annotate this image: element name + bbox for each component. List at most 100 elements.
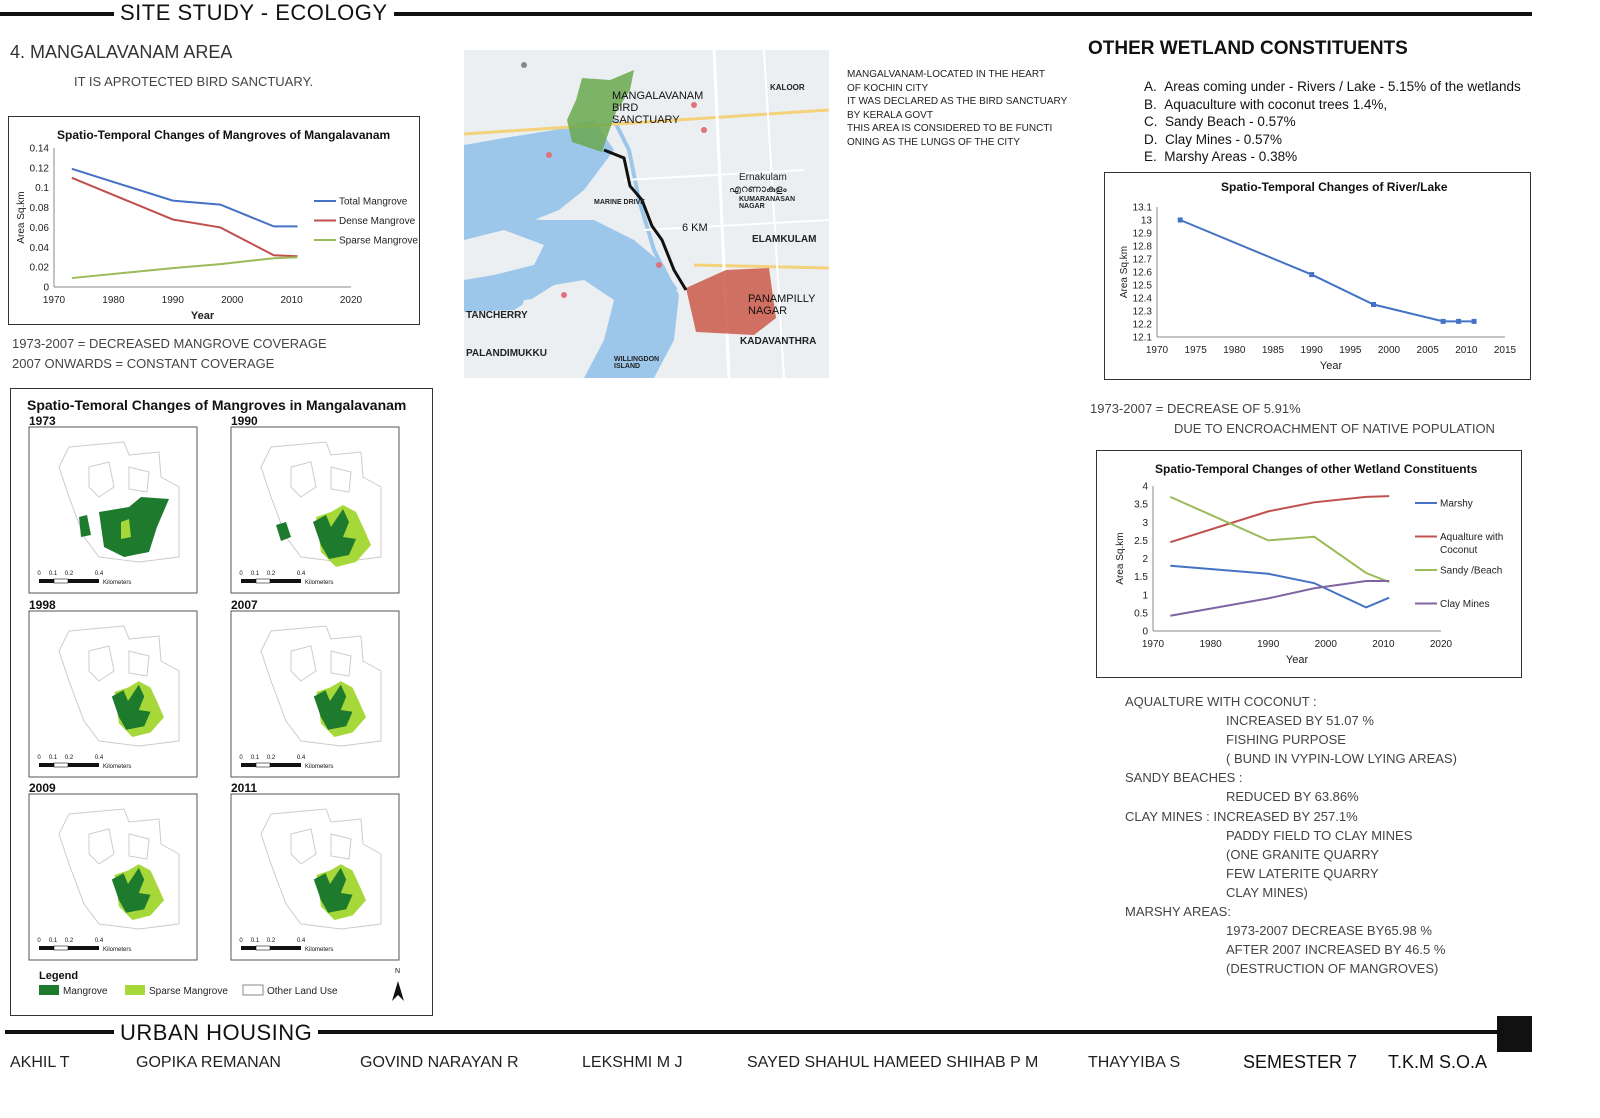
map-parcel-outline: [290, 461, 352, 498]
scale-tick-label: 0.2: [65, 755, 74, 761]
mangrove-patch: [111, 867, 151, 913]
footer-name: GOVIND NARAYAN R: [360, 1054, 519, 1071]
map-description-line: BY KERALA GOVT: [847, 109, 933, 121]
series-line: [71, 256, 298, 280]
map-outline: [58, 808, 180, 930]
map-label-elamkulam: ELAMKULAM: [752, 234, 817, 245]
y-tick-label: 12.4: [1133, 294, 1153, 305]
mangrove-patch: [79, 515, 91, 537]
river-note-2: DUE TO ENCROACHMENT OF NATIVE POPULATION: [1174, 421, 1495, 436]
y-tick-label: 0.08: [30, 203, 50, 214]
map-label-kadavanthra: KADAVANTHRA: [740, 336, 817, 347]
scale-bar: [241, 763, 301, 767]
wetland-note-line: 1973-2007 DECREASE BY65.98 %: [1226, 923, 1432, 939]
x-tick-label: 2010: [1455, 345, 1478, 356]
series-line: [1179, 219, 1475, 323]
data-point: [1471, 318, 1477, 324]
x-tick-label: 1990: [1257, 639, 1280, 650]
list-letter: B.: [1144, 96, 1157, 112]
wetland-note-line: AQUALTURE WITH COCONUT :: [1125, 694, 1317, 709]
scale-tick-label: 0.1: [251, 755, 260, 761]
wetland-note-line: ( BUND IN VYPIN-LOW LYING AREAS): [1226, 751, 1457, 767]
wetland-note-line: REDUCED BY 63.86%: [1226, 789, 1359, 805]
scale-tick-label: 0.1: [251, 571, 260, 577]
data-point: [1440, 318, 1446, 324]
y-tick-label: 0.12: [30, 163, 50, 174]
legend-label: Marshy: [1440, 499, 1473, 510]
river-chart-svg: Spatio-Temporal Changes of River/Lake 12.…: [1119, 180, 1517, 372]
wetland-list-item: C. Sandy Beach - 0.57%: [1144, 113, 1521, 131]
scale-tick-label: 0.1: [49, 571, 58, 577]
scale-tick-label: 0.1: [251, 938, 260, 944]
list-text: Clay Mines - 0.57%: [1165, 131, 1283, 147]
y-tick-label: 0.02: [30, 263, 50, 274]
map-label-willingdon: WILLINGDON ISLAND: [614, 356, 660, 370]
y-tick-label: 13: [1141, 216, 1153, 227]
location-map-svg: [464, 50, 829, 378]
y-tick-label: 12.1: [1133, 333, 1153, 344]
map-frame: [230, 610, 400, 778]
legend-label: Other Land Use: [267, 986, 338, 997]
x-tick-label: 2010: [280, 295, 303, 306]
mangrove-patch: [111, 684, 151, 730]
y-tick-label: 12.8: [1133, 242, 1153, 253]
mangrove-patch: [276, 522, 291, 541]
map-inner: 0 0.1 0.2 0.4 Kilometers: [37, 441, 180, 586]
scale-tick-label: 0.2: [65, 571, 74, 577]
map-outline: [58, 625, 180, 747]
wetland-list-item: E. Marshy Areas - 0.38%: [1144, 148, 1521, 166]
footer-black-box: [1497, 1016, 1532, 1052]
footer-name: LEKSHMI M J: [582, 1054, 683, 1071]
map-inner: 0 0.1 0.2 0.4 Kilometers: [239, 441, 382, 586]
y-tick-label: 3.5: [1134, 500, 1148, 511]
scale-tick-label: 0.4: [297, 938, 306, 944]
x-axis-label: Year: [1286, 654, 1309, 666]
y-tick-label: 1: [1142, 590, 1148, 601]
map-inner: 0 0.1 0.2 0.4 Kilometers: [37, 808, 180, 953]
y-tick-label: 12.3: [1133, 307, 1153, 318]
map-year-label: 1973: [29, 414, 56, 428]
map-parcel-outline: [88, 461, 150, 498]
map-outline: [260, 808, 382, 930]
wetland-note-line: FISHING PURPOSE: [1226, 732, 1346, 748]
map-label-marine-drive: MARINE DRIVE: [594, 199, 645, 206]
map-description-line: THIS AREA IS CONSIDERED TO BE FUNCTI: [847, 123, 1053, 134]
wetland-note-line: MARSHY AREAS:: [1125, 904, 1231, 920]
x-tick-label: 1990: [162, 295, 185, 306]
x-tick-label: 2015: [1494, 345, 1517, 356]
x-tick-label: 2000: [1378, 345, 1401, 356]
mangrove-chart: Spatio-Temporal Changes of Mangroves of …: [8, 116, 420, 325]
y-tick-label: 0.1: [35, 183, 49, 194]
wetland-list-item: A. Areas coming under - Rivers / Lake - …: [1144, 78, 1521, 96]
y-tick-label: 12.6: [1133, 268, 1153, 279]
data-point: [1177, 217, 1183, 223]
x-tick-label: 1970: [1146, 345, 1169, 356]
map-description: MANGALVANAM-LOCATED IN THE HEART OF KOCH…: [847, 68, 1067, 149]
legend-label: Mangrove: [63, 986, 108, 997]
map-parcel-outline: [290, 828, 352, 865]
north-label: N: [395, 968, 400, 975]
series-line: [71, 167, 298, 228]
x-tick-label: 2020: [340, 295, 363, 306]
y-tick-label: 0.5: [1134, 608, 1148, 619]
wetland-notes: AQUALTURE WITH COCONUT : INCREASED BY 51.…: [1125, 692, 1457, 978]
map-year-label: 2007: [231, 598, 258, 612]
map-outline: [260, 625, 382, 747]
scale-unit-label: Kilometers: [305, 947, 333, 953]
map-inner: 0 0.1 0.2 0.4 Kilometers: [239, 808, 382, 953]
scale-bar-segment: [53, 762, 69, 768]
map-year-label: 2009: [29, 781, 56, 795]
maps-panel-title: Spatio-Temoral Changes of Mangroves in M…: [27, 397, 407, 413]
legend-label: Sparse Mangrove: [149, 986, 228, 997]
panampilly-area: [686, 268, 776, 335]
scale-bar: [39, 946, 99, 950]
map-year-label: 1998: [29, 598, 56, 612]
north-arrow-icon: [392, 981, 404, 1001]
series-line: [1170, 579, 1390, 617]
mangrove-note-1: 1973-2007 = DECREASED MANGROVE COVERAGE: [12, 336, 327, 351]
list-letter: D.: [1144, 131, 1158, 147]
x-axis-label: Year: [1320, 360, 1343, 372]
scale-tick-label: 0.1: [49, 938, 58, 944]
map-label-sanctuary: MANGALAVANAM BIRD SANCTUARY: [612, 90, 704, 126]
legend-label: Sandy /Beach: [1440, 566, 1502, 577]
